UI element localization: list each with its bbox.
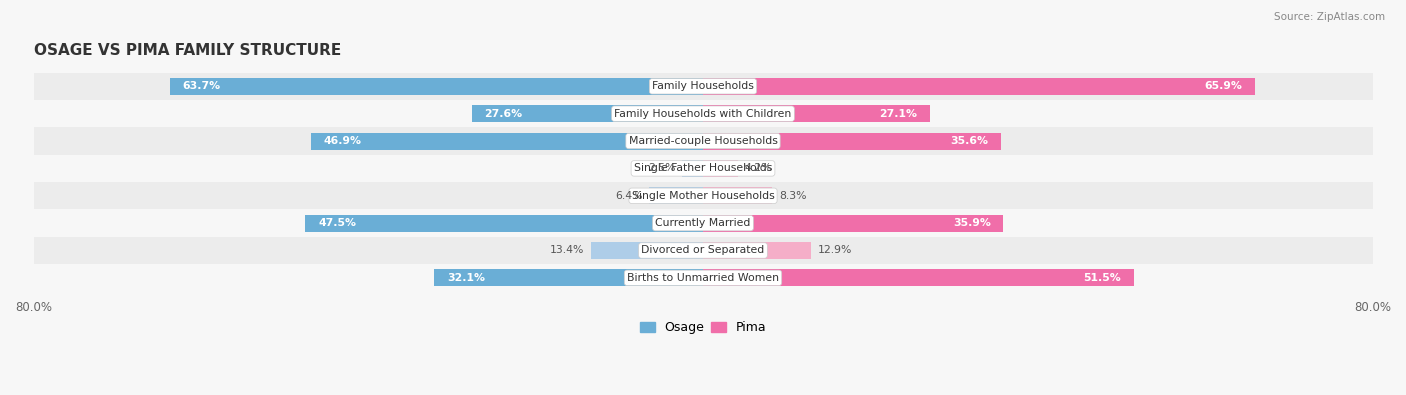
Text: OSAGE VS PIMA FAMILY STRUCTURE: OSAGE VS PIMA FAMILY STRUCTURE: [34, 43, 340, 58]
Text: 6.4%: 6.4%: [616, 191, 643, 201]
Bar: [703, 242, 811, 259]
Text: Family Households: Family Households: [652, 81, 754, 91]
Text: Source: ZipAtlas.com: Source: ZipAtlas.com: [1274, 12, 1385, 22]
Text: 12.9%: 12.9%: [818, 245, 852, 256]
Text: 51.5%: 51.5%: [1084, 273, 1122, 283]
Bar: [34, 237, 1372, 264]
Text: 47.5%: 47.5%: [318, 218, 356, 228]
Bar: [34, 155, 1372, 182]
Bar: [472, 105, 703, 122]
Bar: [34, 209, 1372, 237]
Bar: [703, 214, 1004, 231]
Bar: [703, 105, 929, 122]
Text: 35.9%: 35.9%: [953, 218, 991, 228]
Bar: [34, 73, 1372, 100]
Text: 27.6%: 27.6%: [485, 109, 523, 118]
Bar: [170, 78, 703, 95]
Text: Divorced or Separated: Divorced or Separated: [641, 245, 765, 256]
Text: 63.7%: 63.7%: [183, 81, 221, 91]
Text: 27.1%: 27.1%: [879, 109, 917, 118]
Text: Births to Unmarried Women: Births to Unmarried Women: [627, 273, 779, 283]
Bar: [703, 269, 1135, 286]
Text: 13.4%: 13.4%: [550, 245, 583, 256]
Bar: [591, 242, 703, 259]
Bar: [703, 78, 1254, 95]
Bar: [682, 160, 703, 177]
Text: 4.2%: 4.2%: [745, 164, 772, 173]
Bar: [34, 100, 1372, 127]
Bar: [311, 133, 703, 150]
Text: 35.6%: 35.6%: [950, 136, 988, 146]
Bar: [650, 187, 703, 204]
Text: Family Households with Children: Family Households with Children: [614, 109, 792, 118]
Bar: [34, 127, 1372, 155]
Bar: [434, 269, 703, 286]
Text: 2.5%: 2.5%: [648, 164, 675, 173]
Text: 32.1%: 32.1%: [447, 273, 485, 283]
Bar: [703, 187, 772, 204]
Text: Currently Married: Currently Married: [655, 218, 751, 228]
Text: 46.9%: 46.9%: [323, 136, 361, 146]
Bar: [305, 214, 703, 231]
Legend: Osage, Pima: Osage, Pima: [634, 316, 772, 339]
Bar: [34, 182, 1372, 209]
Text: 65.9%: 65.9%: [1204, 81, 1241, 91]
Bar: [703, 133, 1001, 150]
Text: Single Father Households: Single Father Households: [634, 164, 772, 173]
Text: Single Mother Households: Single Mother Households: [631, 191, 775, 201]
Text: Married-couple Households: Married-couple Households: [628, 136, 778, 146]
Bar: [703, 160, 738, 177]
Text: 8.3%: 8.3%: [779, 191, 807, 201]
Bar: [34, 264, 1372, 292]
